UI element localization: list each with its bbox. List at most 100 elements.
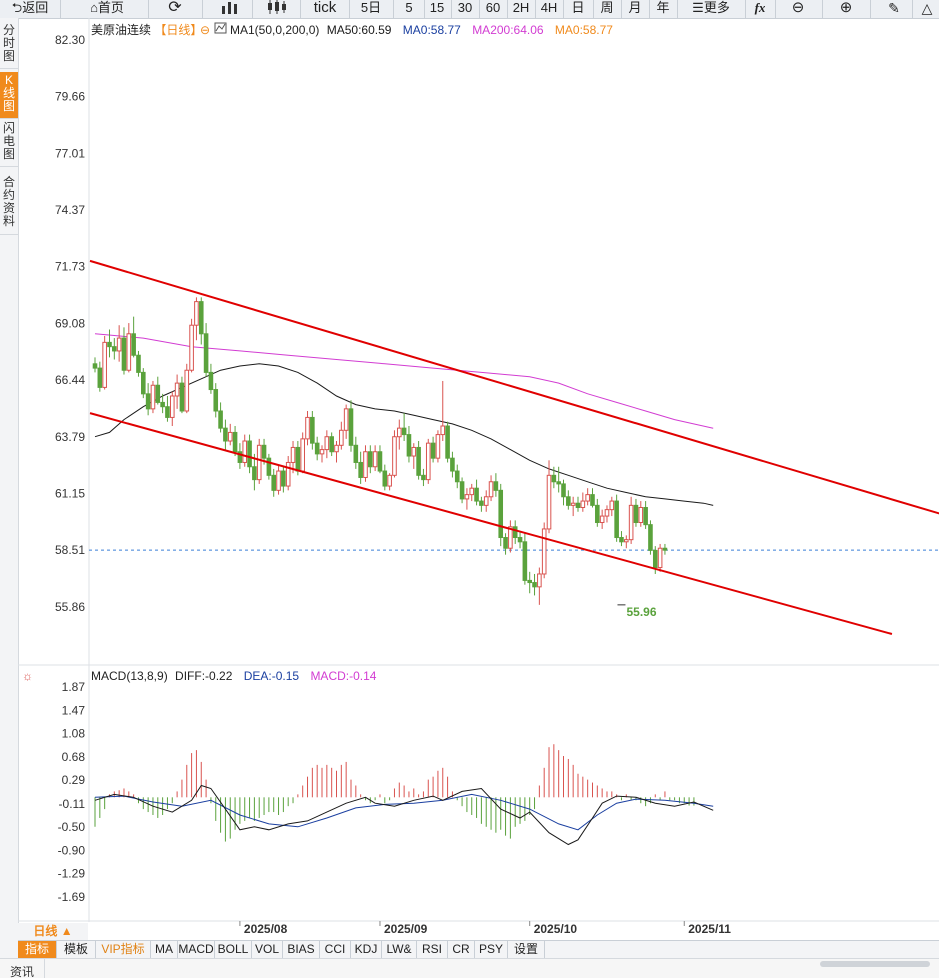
candle-body	[116, 337, 122, 352]
toolbar-divider	[677, 0, 678, 18]
indicator-tab[interactable]: VOL	[252, 941, 283, 958]
chart-canvas[interactable]: 82.30 79.66 77.01 74.37 71.73 69.08 66.44 63.79…	[0, 0, 939, 940]
more-label: 更多	[703, 0, 730, 15]
tab-lightning[interactable]: 闪电图	[0, 120, 18, 167]
bar-chart-icon[interactable]	[216, 0, 244, 18]
candle-body	[305, 416, 310, 440]
macd-dea-path	[94, 793, 714, 831]
candle-body	[112, 346, 117, 352]
candle-body	[652, 549, 658, 569]
tab-contract-info-label: 合约资料	[3, 175, 16, 228]
candle-body	[256, 444, 262, 481]
tick-button[interactable]: tick	[313, 0, 337, 16]
ma50-value: MA50:60.59	[327, 23, 392, 37]
period-year[interactable]: 年	[656, 0, 670, 15]
indicator-tab[interactable]: CCI	[320, 941, 351, 958]
triangle-icon[interactable]: △	[921, 0, 933, 16]
indicator-tab[interactable]: KDJ	[351, 941, 382, 958]
formula-button[interactable]: fx	[754, 0, 766, 15]
indicator-tab[interactable]: PSY	[475, 941, 508, 958]
tab-kline[interactable]: K线图	[0, 72, 18, 119]
toolbar-divider	[593, 0, 594, 18]
candle-body	[358, 461, 363, 478]
indicator-tab-bar: 日线 ▲ 指标 模板 VIP指标 MA MACD BOLL VOL BIAS CCI KDJ LW&…	[18, 923, 939, 958]
candle-body	[343, 408, 349, 431]
refresh-icon[interactable]: ⟳	[168, 0, 182, 16]
toolbar-divider	[202, 0, 203, 18]
candle-body	[638, 506, 644, 524]
period-4h[interactable]: 4H	[540, 0, 558, 15]
indicator-tab[interactable]: BOLL	[215, 941, 252, 958]
tab-timeshare-label: 分时图	[3, 23, 16, 63]
trend-channel[interactable]	[89, 259, 939, 635]
instrument-name: 美原油连续	[91, 22, 151, 37]
legend-toggle-icon[interactable]: ⊖	[200, 23, 210, 37]
footer-scrollbar[interactable]	[820, 961, 930, 967]
candle-body	[348, 408, 354, 446]
low-annotation: 55.96	[617, 604, 657, 619]
zoom-in-icon[interactable]: ⊕	[839, 0, 853, 16]
home-button[interactable]: ⌂首页	[82, 0, 132, 18]
indicator-tab[interactable]: LW&	[382, 941, 417, 958]
ma200-value: MA200:64.06	[472, 23, 544, 37]
candle-body	[541, 528, 547, 575]
toolbar-divider	[870, 0, 871, 18]
candle-body	[416, 446, 421, 476]
indicator-tab[interactable]: BIAS	[283, 941, 320, 958]
candle-body	[590, 494, 595, 506]
tab-lightning-label: 闪电图	[3, 121, 16, 161]
macd-tick-label: -1.69	[58, 890, 86, 904]
candle-body	[406, 434, 412, 457]
period-15min[interactable]: 15	[429, 0, 445, 15]
indicator-box-icon[interactable]	[214, 22, 227, 34]
period-2h[interactable]: 2H	[512, 0, 530, 15]
macd-lines	[94, 784, 714, 846]
period-selector[interactable]: 日线 ▲	[18, 923, 88, 940]
candle-body	[223, 427, 228, 442]
indicator-tab[interactable]: 设置	[508, 941, 545, 958]
candle-body	[532, 582, 537, 588]
candle-body	[493, 481, 499, 491]
period-5day[interactable]: 5日	[360, 0, 382, 15]
footer-news-tab[interactable]: 资讯	[0, 959, 45, 978]
indicator-tab[interactable]: 指标	[18, 941, 57, 958]
candle-body	[522, 541, 528, 581]
period-60min[interactable]: 60	[485, 0, 501, 15]
indicator-tab[interactable]: VIP指标	[96, 941, 151, 958]
indicator-tab[interactable]: 模板	[57, 941, 96, 958]
price-tick-label: 82.30	[55, 33, 85, 47]
candle-icon[interactable]	[262, 0, 292, 18]
zoom-out-icon[interactable]: ⊖	[791, 0, 805, 16]
period-30min[interactable]: 30	[457, 0, 473, 15]
candle-body	[198, 301, 204, 335]
draw-pen-icon[interactable]: ✎	[888, 0, 900, 16]
candle-body	[377, 451, 383, 472]
period-day[interactable]: 日	[571, 0, 585, 15]
price-tick-label: 63.79	[55, 430, 85, 444]
tab-contract-info[interactable]: 合约资料	[0, 174, 18, 235]
macd-dea-value: DEA:-0.15	[244, 669, 300, 683]
macd-axis: 1.87 1.47 1.08 0.68 0.29 -0.11 -0.50 -0.90 -1.29…	[58, 680, 86, 904]
tab-timeshare[interactable]: 分时图	[0, 22, 18, 69]
period-week[interactable]: 周	[600, 0, 614, 15]
more-button[interactable]: ☰更多	[682, 0, 740, 18]
period-5min[interactable]: 5	[405, 0, 413, 15]
period-month[interactable]: 月	[628, 0, 642, 15]
candle-body	[599, 515, 605, 524]
candle-body	[604, 509, 610, 517]
candle-body	[208, 371, 214, 391]
indicator-tab[interactable]: CR	[448, 941, 475, 958]
settings-sun-icon[interactable]: ☼	[22, 669, 33, 683]
back-button[interactable]: ⮌返回	[2, 0, 58, 18]
indicator-tab[interactable]: RSI	[417, 941, 448, 958]
home-icon: ⌂	[90, 0, 98, 15]
indicator-tab[interactable]: MA	[151, 941, 178, 958]
candle-body	[474, 487, 479, 502]
candle-body	[421, 474, 426, 481]
back-label: 返回	[22, 0, 49, 15]
candle-body	[281, 470, 286, 487]
indicator-tab[interactable]: MACD	[178, 941, 215, 958]
candle-body	[310, 416, 315, 444]
toolbar-divider	[148, 0, 149, 18]
candle-body	[218, 410, 223, 429]
